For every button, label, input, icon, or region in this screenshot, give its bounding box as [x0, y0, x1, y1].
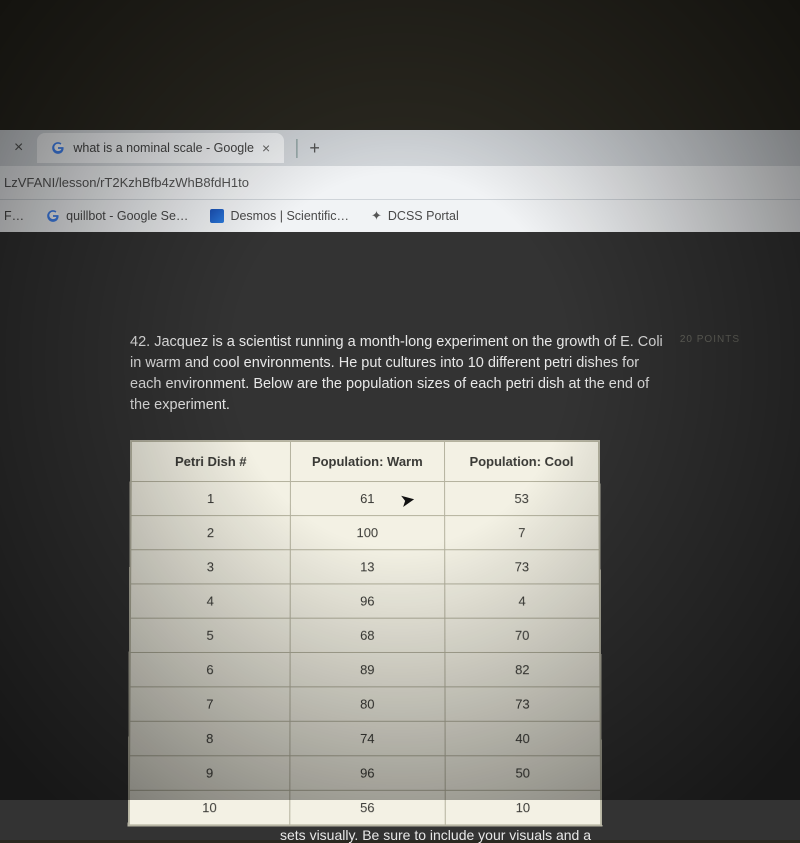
data-table: Petri Dish # Population: Warm Population… — [128, 440, 603, 826]
desmos-icon — [210, 209, 224, 223]
close-icon[interactable]: × — [262, 140, 270, 156]
bookmarks-bar: F… quillbot - Google Se… Desmos | Scient… — [0, 200, 800, 232]
table-cell: 40 — [445, 721, 600, 755]
bookmark-label: F… — [4, 209, 24, 223]
bookmark-label: DCSS Portal — [388, 209, 459, 223]
table-cell: 7 — [445, 516, 600, 550]
col-header-cool: Population: Cool — [444, 442, 598, 482]
table-row: 105610 — [129, 790, 600, 825]
bookmark-item[interactable]: quillbot - Google Se… — [46, 209, 188, 223]
table-row: 56870 — [130, 618, 599, 652]
table-cell: 73 — [445, 687, 600, 721]
url-text: LzVFANI/lesson/rT2KzhBfb4zWhB8fdH1to — [4, 175, 249, 190]
table-cell: 56 — [290, 790, 446, 825]
browser-tab-active[interactable]: what is a nominal scale - Google × — [37, 133, 284, 163]
browser-chrome: × what is a nominal scale - Google × | +… — [0, 130, 800, 232]
bookmark-item[interactable]: F… — [4, 209, 24, 223]
table-row: 68982 — [130, 653, 600, 687]
table-cell: 80 — [290, 687, 445, 721]
page-content: 42. Jacquez is a scientist running a mon… — [0, 232, 800, 840]
google-icon — [51, 141, 65, 155]
table-cell: 100 — [290, 516, 445, 550]
table-cell: 8 — [130, 721, 290, 755]
table-header-row: Petri Dish # Population: Warm Population… — [131, 442, 598, 482]
table-cell: 2 — [131, 516, 290, 550]
close-icon[interactable]: × — [4, 139, 33, 157]
table-cell: 68 — [290, 618, 445, 652]
question-block: 42. Jacquez is a scientist running a mon… — [130, 332, 740, 416]
bookmark-label: quillbot - Google Se… — [66, 209, 188, 223]
tab-strip: × what is a nominal scale - Google × | + — [0, 130, 800, 166]
table-cell: 74 — [290, 721, 445, 755]
col-header-dish: Petri Dish # — [131, 442, 290, 482]
question-text: 42. Jacquez is a scientist running a mon… — [130, 332, 664, 416]
table-cell: 3 — [131, 550, 290, 584]
table-cell: 96 — [290, 584, 445, 618]
table-cell: 10 — [129, 790, 289, 825]
question-body: Jacquez is a scientist running a month-l… — [130, 334, 663, 413]
tab-title: what is a nominal scale - Google — [73, 141, 254, 155]
points-label: 20 POINTS — [680, 334, 740, 416]
tab-divider: | — [294, 137, 299, 160]
table-cell: 61 — [290, 482, 444, 516]
table-cell: 50 — [445, 756, 601, 791]
table-row: 4964 — [130, 584, 599, 618]
table-cell: 1 — [131, 482, 290, 516]
new-tab-button[interactable]: + — [309, 138, 320, 159]
question-number: 42. — [130, 334, 150, 350]
table-cell: 6 — [130, 653, 290, 687]
table-cell: 82 — [445, 653, 600, 687]
table-cell: 53 — [444, 482, 598, 516]
table-row: 16153 — [131, 482, 599, 516]
star-icon: ✦ — [371, 208, 382, 224]
bookmark-label: Desmos | Scientific… — [230, 209, 349, 223]
table-cell: 5 — [130, 618, 290, 652]
table-row: 99650 — [129, 756, 600, 791]
table-cell: 9 — [129, 756, 289, 791]
table-cell: 4 — [130, 584, 290, 618]
table-row: 78073 — [130, 687, 600, 721]
table-cell: 10 — [445, 790, 601, 825]
table-cell: 13 — [290, 550, 445, 584]
address-bar[interactable]: LzVFANI/lesson/rT2KzhBfb4zWhB8fdH1to — [0, 166, 800, 200]
footer-text: sets visually. Be sure to include your v… — [280, 827, 740, 843]
bookmark-item[interactable]: Desmos | Scientific… — [210, 209, 349, 223]
table-cell: 73 — [445, 550, 600, 584]
table-row: 31373 — [131, 550, 600, 584]
table-cell: 4 — [445, 584, 600, 618]
table-row: 21007 — [131, 516, 599, 550]
table-cell: 70 — [445, 618, 600, 652]
bookmark-item[interactable]: ✦ DCSS Portal — [371, 208, 459, 224]
google-icon — [46, 209, 60, 223]
table-cell: 96 — [290, 756, 445, 791]
table-cell: 7 — [130, 687, 290, 721]
table-row: 87440 — [130, 721, 601, 755]
table-cell: 89 — [290, 653, 445, 687]
col-header-warm: Population: Warm — [290, 442, 444, 482]
